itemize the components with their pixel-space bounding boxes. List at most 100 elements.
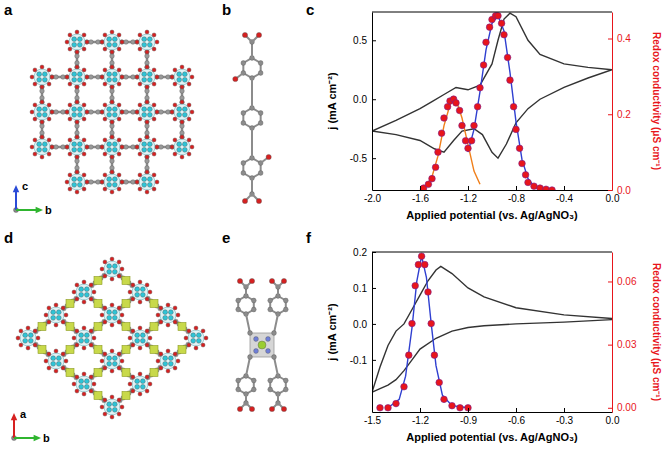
metal-centre — [150, 323, 158, 331]
metal-centre — [66, 323, 74, 331]
oxygen-atom — [40, 65, 44, 69]
oxygen-atom — [120, 267, 124, 271]
oxygen-atom — [187, 117, 191, 121]
oxygen-atom — [103, 82, 107, 86]
oxygen-atom — [138, 326, 142, 330]
data-point — [510, 103, 517, 110]
series-line — [388, 256, 468, 408]
carbon-atom — [251, 378, 256, 383]
tick-label: 0.2 — [353, 247, 367, 258]
bond — [15, 190, 17, 210]
oxygen-atom — [47, 366, 51, 370]
panel-label: c — [306, 1, 314, 18]
oxygen-atom — [65, 40, 69, 44]
metal-atom — [112, 182, 117, 187]
oxygen-atom — [50, 75, 54, 79]
carbon-atom — [75, 54, 80, 59]
oxygen-atom — [135, 40, 139, 44]
oxygen-atom — [61, 306, 65, 310]
oxygen-atom — [65, 180, 69, 184]
oxygen-atom — [120, 359, 124, 363]
oxygen-atom — [148, 336, 152, 340]
axis: 0.000.030.06 — [608, 253, 637, 414]
metal-atom — [163, 361, 168, 366]
oxygen-atom — [138, 138, 142, 142]
metal-atom — [77, 42, 82, 47]
oxygen-atom — [138, 300, 142, 304]
oxygen-atom — [145, 170, 149, 174]
tick-label: 0.1 — [353, 283, 367, 294]
oxygen-atom — [61, 320, 65, 324]
carbon-atom — [89, 110, 94, 115]
oxygen-atom — [152, 33, 156, 37]
oxygen-atom — [138, 82, 142, 86]
metal-atom — [77, 72, 82, 77]
oxygen-atom — [145, 100, 149, 104]
metal-atom — [37, 77, 42, 82]
axis-indicator-label: b — [45, 204, 52, 216]
oxygen-atom — [131, 375, 135, 379]
data-point — [431, 352, 438, 359]
data-point — [471, 122, 478, 129]
oxygen-atom — [33, 138, 37, 142]
oxygen-atom — [54, 303, 58, 307]
carbon-atom — [159, 145, 164, 150]
carbon-atom — [75, 124, 80, 129]
oxygen-atom — [145, 375, 149, 379]
data-point — [422, 261, 429, 268]
oxygen-atom — [75, 135, 79, 139]
oxygen-atom — [117, 352, 121, 356]
oxygen-atom — [68, 33, 72, 37]
oxygen-atom — [110, 303, 114, 307]
bond — [168, 315, 196, 338]
arrow-head — [36, 207, 43, 213]
oxygen-atom — [117, 103, 121, 107]
carbon-atom — [75, 166, 80, 171]
frame — [372, 12, 612, 13]
oxygen-atom — [75, 30, 79, 34]
metal-centre — [66, 300, 74, 308]
tick-mark — [372, 360, 376, 361]
data-point — [441, 396, 448, 403]
oxygen-atom — [82, 372, 86, 376]
oxygen-atom — [89, 297, 93, 301]
ring — [238, 376, 254, 394]
metal-atom — [112, 361, 117, 366]
nitrogen-atom — [266, 337, 271, 342]
oxygen-atom — [75, 155, 79, 159]
data-point — [457, 404, 464, 411]
oxygen-atom — [176, 313, 180, 317]
data-point — [441, 115, 448, 122]
tick-mark — [608, 281, 612, 282]
panel-label: f — [306, 229, 312, 246]
metal-atom — [168, 315, 173, 320]
metal-atom — [107, 315, 112, 320]
oxygen-atom — [145, 65, 149, 69]
metal-atom — [56, 310, 61, 315]
carbon-atom — [272, 355, 277, 360]
oxygen-atom — [180, 65, 184, 69]
metal-atom — [177, 72, 182, 77]
oxygen-atom — [138, 187, 142, 191]
metal-atom — [182, 142, 187, 147]
ring — [243, 158, 260, 178]
data-point — [525, 179, 532, 186]
metal-atom — [28, 338, 33, 343]
oxygen-atom — [100, 75, 104, 79]
oxygen-atom — [65, 110, 69, 114]
tick-mark — [516, 186, 517, 190]
carbon-atom — [89, 180, 94, 185]
metal-atom — [135, 379, 140, 384]
oxygen-atom — [82, 173, 86, 177]
data-point — [501, 31, 508, 38]
metal-atom — [107, 147, 112, 152]
oxygen-atom — [100, 180, 104, 184]
metal-atom — [112, 264, 117, 269]
metal-atom — [23, 333, 28, 338]
carbon-atom — [241, 111, 246, 116]
metal-atom — [107, 37, 112, 42]
oxygen-atom — [47, 103, 51, 107]
oxygen-atom — [117, 412, 121, 416]
oxygen-atom — [173, 152, 177, 156]
oxygen-atom — [117, 138, 121, 142]
